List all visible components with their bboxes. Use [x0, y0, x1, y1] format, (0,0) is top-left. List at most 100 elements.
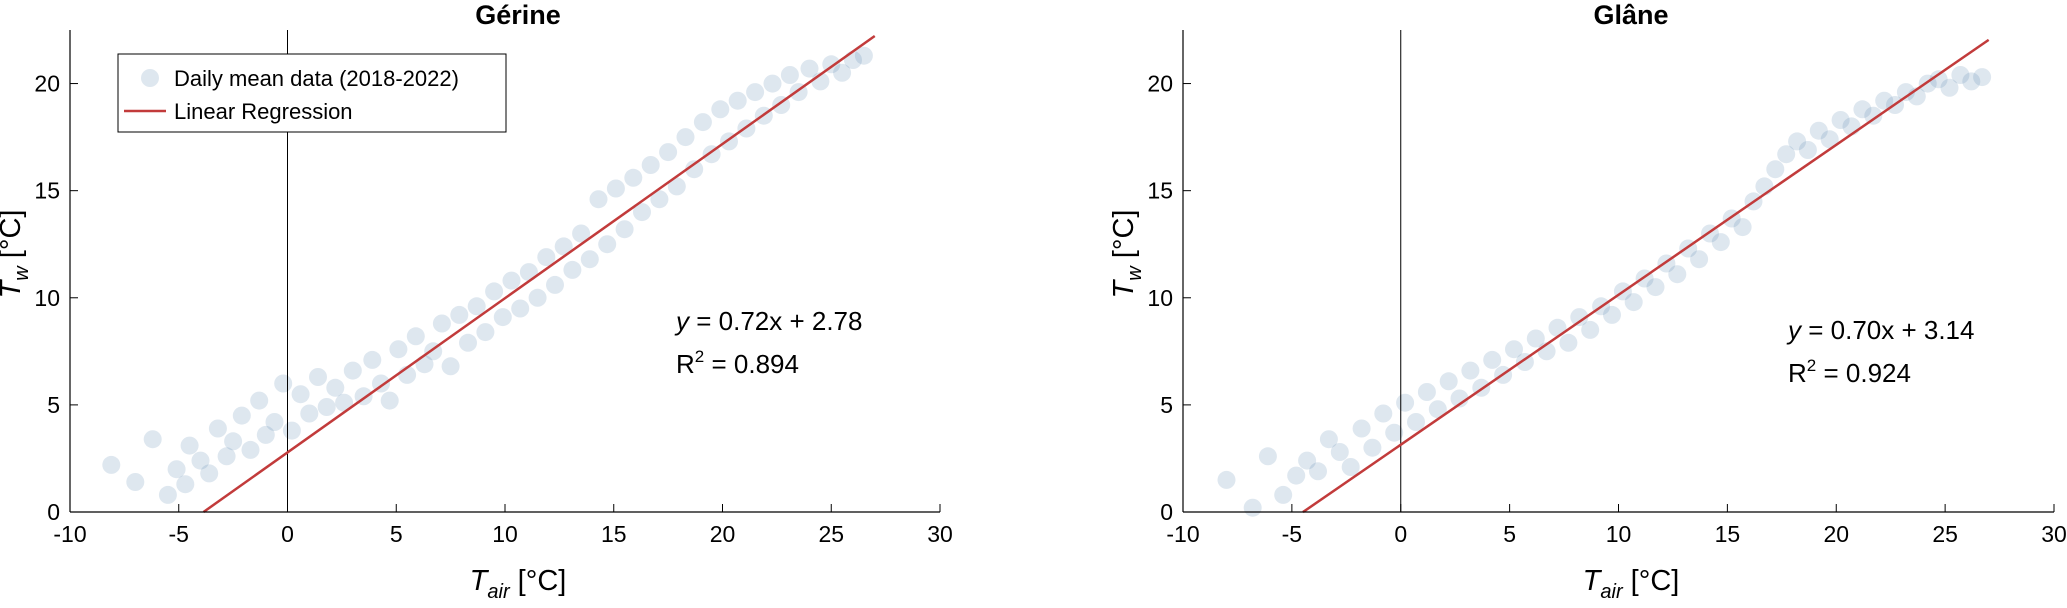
legend-label-points: Daily mean data (2018-2022): [174, 66, 459, 91]
data-point: [232, 406, 251, 425]
data-point: [1570, 308, 1589, 327]
data-point: [1711, 233, 1730, 252]
data-point: [1428, 400, 1447, 419]
data-point: [1483, 350, 1502, 369]
data-point: [1461, 361, 1480, 380]
y-tick-label: 15: [1147, 178, 1173, 204]
data-point: [291, 385, 310, 404]
data-point: [143, 430, 162, 449]
data-point: [224, 432, 243, 451]
data-point: [580, 250, 599, 269]
data-point: [1929, 70, 1948, 89]
x-tick-label: 15: [1715, 521, 1741, 547]
x-tick-label: 0: [281, 521, 294, 547]
data-point: [167, 460, 186, 479]
data-point: [126, 473, 145, 491]
data-point: [1853, 100, 1872, 119]
data-point: [1690, 250, 1709, 269]
data-point: [1298, 451, 1317, 470]
data-point: [572, 224, 591, 243]
data-point: [1777, 145, 1796, 164]
x-tick-label: 0: [1394, 521, 1407, 547]
axes: -10 -5 0 5 10 15 20 25 30 0 5 10 15 20: [1147, 30, 2067, 547]
data-point: [780, 66, 799, 84]
data-point: [746, 83, 765, 102]
data-point: [1243, 498, 1262, 517]
data-point: [335, 393, 354, 412]
data-point: [1842, 117, 1861, 136]
legend-box: [117, 53, 507, 133]
data-point: [1396, 393, 1415, 412]
y-tick-label: 5: [47, 392, 60, 418]
x-axis-label: Tair [°C]: [470, 565, 567, 603]
data-point: [250, 391, 269, 410]
data-point: [546, 275, 564, 294]
axes: -10 -5 0 5 10 15 20 25 30 0 5 10 15 20: [34, 30, 953, 547]
data-point: [1798, 141, 1817, 159]
data-point: [711, 100, 730, 119]
data-point: [441, 357, 460, 376]
data-point: [667, 177, 686, 196]
data-point: [1809, 121, 1828, 140]
y-tick-label: 20: [34, 71, 60, 97]
data-point: [854, 46, 873, 65]
data-point: [1385, 423, 1404, 442]
data-point: [1330, 443, 1349, 461]
scatter-points: [102, 46, 873, 504]
x-tick-label: 25: [818, 521, 844, 547]
data-point: [1341, 458, 1360, 476]
data-point: [606, 179, 625, 198]
data-point: [1548, 318, 1567, 337]
data-point: [1820, 130, 1839, 149]
data-point: [274, 374, 293, 393]
r-squared: R2 = 0.894: [676, 347, 799, 379]
y-tick-label: 0: [1160, 499, 1173, 525]
x-tick-label: -10: [1166, 521, 1199, 547]
regression-equation: y = 0.70x + 3.14: [1786, 315, 1974, 345]
x-tick-label: 5: [1503, 521, 1516, 547]
data-point: [1559, 333, 1578, 352]
data-point: [1831, 111, 1850, 129]
data-point: [554, 237, 573, 256]
y-tick-label: 5: [1160, 392, 1173, 418]
data-point: [1973, 68, 1992, 87]
data-point: [589, 190, 608, 209]
data-point: [1287, 466, 1306, 485]
data-point: [650, 190, 669, 209]
legend-label-line: Linear Regression: [174, 99, 353, 124]
data-point: [432, 314, 451, 333]
x-tick-label: 25: [1932, 521, 1958, 547]
data-point: [1766, 160, 1785, 179]
data-point: [191, 451, 210, 470]
data-point: [1646, 278, 1665, 297]
data-point: [102, 455, 121, 474]
data-point: [1864, 106, 1883, 125]
data-point: [1951, 66, 1970, 84]
data-point: [537, 248, 556, 267]
data-point: [326, 378, 345, 397]
x-axis-label: Tair [°C]: [1583, 565, 1680, 603]
data-point: [728, 91, 747, 110]
data-point: [265, 413, 284, 431]
data-point: [309, 368, 327, 386]
data-point: [389, 340, 408, 359]
data-point: [693, 113, 712, 132]
data-point: [1603, 305, 1621, 324]
data-point: [1875, 91, 1894, 110]
y-tick-label: 20: [1147, 71, 1173, 97]
data-point: [343, 361, 362, 380]
chart-gerine: Gérine -10 -5 0 5 10 15 20 25 30 0 5 10 15 20 Tair [°…: [0, 0, 953, 603]
data-point: [1274, 485, 1293, 504]
data-point: [1407, 413, 1425, 431]
data-point: [1352, 419, 1371, 438]
data-point: [1962, 72, 1981, 91]
chart-title: Glâne: [1593, 0, 1668, 30]
legend: Daily mean data (2018-2022) Linear Regre…: [117, 53, 507, 133]
data-point: [519, 263, 538, 282]
data-point: [1374, 404, 1393, 423]
data-point: [467, 297, 486, 316]
data-point: [406, 327, 425, 346]
data-point: [1624, 293, 1643, 312]
regression-line: [1302, 38, 1990, 514]
